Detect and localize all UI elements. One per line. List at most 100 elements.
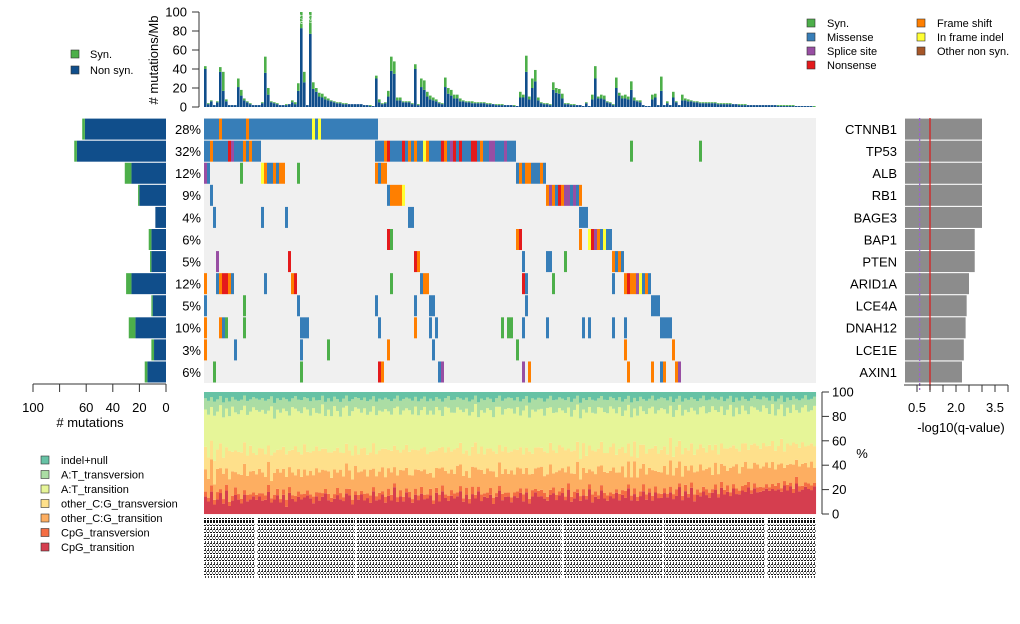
oncoprint-cell xyxy=(219,273,222,295)
spectrum-segment xyxy=(477,491,481,515)
oncoprint-row-ctnnb1 xyxy=(204,118,378,140)
spectrum-segment xyxy=(798,466,802,487)
spectrum-segment xyxy=(279,449,283,473)
spectrum-segment xyxy=(312,408,316,452)
gene-count-bar-syn xyxy=(124,162,132,184)
spectrum-segment xyxy=(267,398,271,411)
spectrum-segment xyxy=(237,474,241,495)
oncoprint-cell xyxy=(297,295,300,317)
tmb-bar-nonsyn xyxy=(216,102,219,107)
spectrum-segment xyxy=(798,447,802,467)
spectrum-segment xyxy=(366,498,370,515)
tmb-bar-syn xyxy=(672,91,675,98)
spectrum-segment xyxy=(771,489,775,515)
spectrum-segment xyxy=(771,484,775,490)
gene-count-x-tick-label: 20 xyxy=(132,400,146,415)
oncoprint-cell xyxy=(507,140,510,162)
spectrum-segment xyxy=(213,392,217,402)
spectrum-segment xyxy=(414,392,418,397)
tmb-bar-syn xyxy=(552,82,555,90)
tmb-bar-nonsyn xyxy=(771,105,774,107)
spectrum-segment xyxy=(678,392,682,396)
spectrum-segment xyxy=(588,406,592,446)
spectrum-segment xyxy=(573,498,577,515)
tmb-bar-syn xyxy=(294,102,297,105)
spectrum-segment xyxy=(498,462,502,486)
spectrum-segment xyxy=(549,494,553,515)
spectrum-segment xyxy=(267,392,271,400)
tmb-bar-nonsyn xyxy=(495,105,498,107)
spectrum-segment xyxy=(705,468,709,490)
spectrum-segment xyxy=(804,462,808,483)
tmb-bar-syn xyxy=(495,104,498,106)
spectrum-segment xyxy=(765,484,769,489)
spectrum-segment xyxy=(630,477,634,496)
oncoprint-cell xyxy=(351,118,354,140)
spectrum-segment xyxy=(735,494,739,515)
oncoprint-cell xyxy=(600,229,603,250)
spectrum-y-tick-label: 40 xyxy=(832,458,846,473)
spectrum-segment xyxy=(783,485,787,515)
oncoprint-cell xyxy=(381,361,384,383)
tmb-bar-syn xyxy=(330,100,333,102)
tmb-bar-nonsyn xyxy=(621,98,624,107)
spectrum-segment xyxy=(504,469,508,493)
spectrum-segment xyxy=(399,490,403,497)
spectrum-segment xyxy=(435,492,439,515)
spectrum-segment xyxy=(222,457,226,474)
gene-percent-label: 6% xyxy=(182,232,201,247)
legend-swatch xyxy=(40,542,50,552)
spectrum-segment xyxy=(531,409,535,454)
spectrum-segment xyxy=(747,449,751,469)
tmb-bar-nonsyn xyxy=(573,105,576,107)
spectrum-segment xyxy=(450,392,454,401)
spectrum-segment xyxy=(216,449,220,469)
tmb-bar-nonsyn xyxy=(786,106,789,107)
spectrum-segment xyxy=(204,469,208,492)
oncoprint-row-alb xyxy=(204,162,546,184)
spectrum-segment xyxy=(633,397,637,409)
spectrum-y-axis-title: % xyxy=(856,446,868,461)
spectrum-segment xyxy=(330,477,334,498)
tmb-bar-syn xyxy=(285,104,288,106)
spectrum-segment xyxy=(516,397,520,408)
spectrum-segment xyxy=(732,401,736,417)
oncoprint-cell xyxy=(249,140,252,162)
spectrum-segment xyxy=(447,407,451,448)
tmb-bar-nonsyn xyxy=(651,99,654,107)
spectrum-segment xyxy=(807,488,811,515)
oncoprint-cell xyxy=(423,273,426,295)
tmb-bar-nonsyn xyxy=(237,87,240,107)
spectrum-segment xyxy=(564,472,568,497)
spectrum-segment xyxy=(255,392,259,399)
spectrum-segment xyxy=(585,455,589,474)
spectrum-segment xyxy=(570,473,574,497)
tmb-bar-nonsyn xyxy=(393,73,396,107)
spectrum-segment xyxy=(261,448,265,473)
oncoprint-cell xyxy=(555,184,558,206)
spectrum-segment xyxy=(225,397,229,409)
gene-percent-label: 28% xyxy=(175,122,201,137)
tmb-bar-syn xyxy=(474,102,477,104)
tmb-bar-syn xyxy=(573,104,576,106)
oncoprint-cell xyxy=(513,140,516,162)
spectrum-segment xyxy=(789,392,793,401)
spectrum-segment xyxy=(690,392,694,398)
spectrum-segment xyxy=(360,412,364,449)
spectrum-segment xyxy=(396,497,400,502)
spectrum-segment xyxy=(711,474,715,490)
spectrum-segment xyxy=(435,467,439,488)
spectrum-segment xyxy=(609,496,613,515)
tmb-bar-nonsyn xyxy=(792,106,795,107)
spectrum-segment xyxy=(651,395,655,407)
spectrum-segment xyxy=(234,487,238,495)
spectrum-segment xyxy=(624,410,628,454)
spectrum-segment xyxy=(582,495,586,515)
tmb-bar-syn xyxy=(267,88,270,95)
spectrum-segment xyxy=(672,499,676,515)
spectrum-segment xyxy=(507,473,511,493)
spectrum-segment xyxy=(636,477,640,497)
gene-percent-label: 12% xyxy=(175,277,201,292)
spectrum-segment xyxy=(810,392,814,399)
legend-swatch xyxy=(40,513,50,523)
